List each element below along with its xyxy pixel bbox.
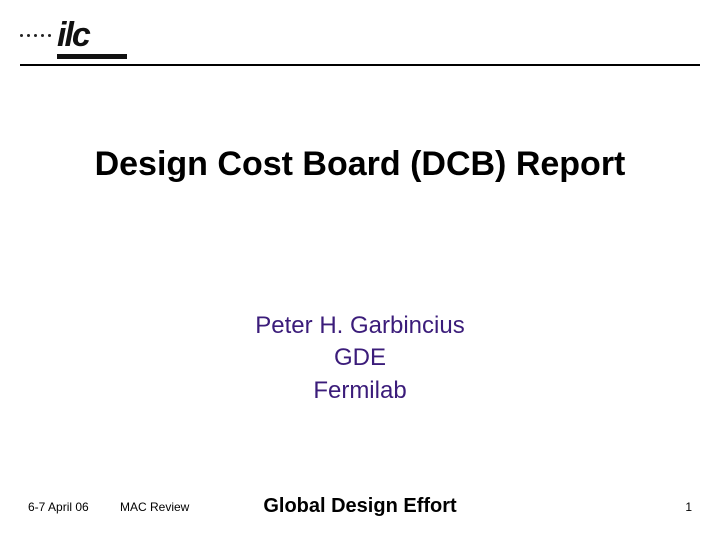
footer-center: Global Design Effort <box>0 495 720 518</box>
author-block: Peter H. Garbincius GDE Fermilab <box>0 310 720 407</box>
footer: 6-7 April 06 MAC Review Global Design Ef… <box>0 495 720 518</box>
dot-icon <box>41 34 44 37</box>
ilc-logo-bar <box>57 54 127 59</box>
author-org1: GDE <box>0 342 720 374</box>
dot-icon <box>20 34 23 37</box>
footer-date: 6-7 April 06 <box>28 500 89 514</box>
dot-icon <box>34 34 37 37</box>
author-org2: Fermilab <box>0 375 720 407</box>
dot-icon <box>48 34 51 37</box>
ilc-logo: ilc <box>57 18 127 59</box>
slide: ilc Design Cost Board (DCB) Report Peter… <box>0 0 720 540</box>
footer-page-number: 1 <box>685 500 692 514</box>
footer-event: MAC Review <box>120 500 189 514</box>
header-divider <box>20 64 700 66</box>
slide-title: Design Cost Board (DCB) Report <box>0 145 720 184</box>
ilc-logo-text: ilc <box>57 18 127 52</box>
logo-dots <box>20 34 51 37</box>
author-name: Peter H. Garbincius <box>0 310 720 342</box>
dot-icon <box>27 34 30 37</box>
logo-area: ilc <box>20 18 127 59</box>
